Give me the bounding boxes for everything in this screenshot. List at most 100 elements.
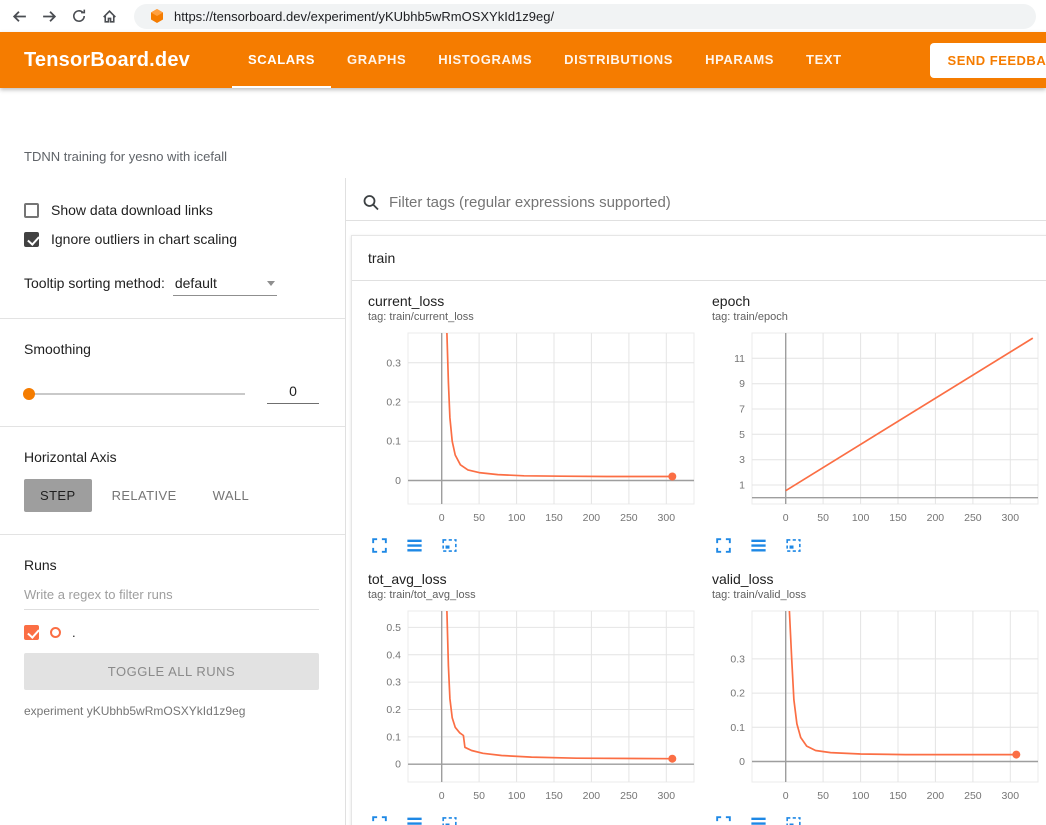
line-chart-tot-avg-loss[interactable]: 00.10.20.30.40.5050100150200250300 [368,605,700,810]
svg-text:50: 50 [473,512,485,524]
svg-text:150: 150 [545,512,563,524]
svg-text:100: 100 [852,790,870,802]
svg-text:100: 100 [852,512,870,524]
chart-title: epoch [712,293,1044,309]
tooltip-sorting-value: default [175,275,217,291]
run-name[interactable]: . [72,625,76,640]
brand-title: TensorBoard.dev [24,49,190,72]
svg-text:0: 0 [739,756,745,768]
tooltip-sorting-label: Tooltip sorting method: [24,275,165,291]
chart-title: current_loss [368,293,700,309]
scalars-dashboard: train current_loss tag: train/current_lo… [346,178,1046,825]
chart-actions [712,536,1044,555]
run-row[interactable]: . [24,625,319,640]
svg-text:0: 0 [783,512,789,524]
expand-width-icon[interactable] [405,814,424,825]
divider [0,318,345,319]
svg-text:150: 150 [889,790,907,802]
svg-text:50: 50 [817,512,829,524]
tab-distributions[interactable]: DISTRIBUTIONS [548,32,689,88]
svg-text:5: 5 [739,429,745,441]
checkbox-checked-icon[interactable] [24,232,39,247]
app-header: TensorBoard.dev SCALARS GRAPHS HISTOGRAM… [0,32,1046,88]
expand-width-icon[interactable] [749,814,768,825]
chart-actions [368,814,700,825]
line-chart-epoch[interactable]: 1357911050100150200250300 [712,327,1044,532]
run-color-swatch-icon [50,627,61,638]
svg-text:150: 150 [545,790,563,802]
tag-filter-input[interactable] [389,194,1030,211]
nav-tabs: SCALARS GRAPHS HISTOGRAMS DISTRIBUTIONS … [232,32,858,88]
fit-data-icon[interactable] [784,814,803,825]
fit-data-icon[interactable] [784,536,803,555]
horizontal-axis-label: Horizontal Axis [24,449,319,465]
svg-text:0.1: 0.1 [730,722,745,734]
smoothing-value[interactable]: 0 [267,383,319,404]
svg-text:0.3: 0.3 [386,357,401,369]
fullscreen-icon[interactable] [370,814,389,825]
line-chart-current-loss[interactable]: 00.10.20.3050100150200250300 [368,327,700,532]
svg-text:300: 300 [658,790,676,802]
checkbox-unchecked-icon[interactable] [24,203,39,218]
chart-tag: tag: train/valid_loss [712,589,1044,601]
tag-filter-row [346,178,1046,221]
tab-histograms[interactable]: HISTOGRAMS [422,32,548,88]
tab-hparams[interactable]: HPARAMS [689,32,790,88]
svg-text:9: 9 [739,378,745,390]
chart-card-valid-loss: valid_loss tag: train/valid_loss 00.10.2… [712,571,1044,825]
back-icon[interactable] [10,7,28,25]
tab-graphs[interactable]: GRAPHS [331,32,422,88]
url-text[interactable]: https://tensorboard.dev/experiment/yKUbh… [174,9,554,24]
tooltip-sorting-dropdown[interactable]: default [173,273,277,296]
wall-axis-button[interactable]: WALL [197,479,266,512]
relative-axis-button[interactable]: RELATIVE [96,479,193,512]
step-axis-button[interactable]: STEP [24,479,92,512]
reload-icon[interactable] [70,7,88,25]
chart-tag: tag: train/tot_avg_loss [368,589,700,601]
svg-text:300: 300 [1002,512,1020,524]
chart-card-current-loss: current_loss tag: train/current_loss 0 0.… [368,293,700,555]
slider-thumb[interactable] [23,388,35,400]
ignore-outliers-checkbox-row[interactable]: Ignore outliers in chart scaling [24,231,319,247]
svg-text:50: 50 [817,790,829,802]
divider [0,426,345,427]
svg-text:0: 0 [783,790,789,802]
smoothing-label: Smoothing [24,341,319,357]
toggle-all-runs-button[interactable]: TOGGLE ALL RUNS [24,653,319,690]
fit-data-icon[interactable] [440,536,459,555]
search-icon [362,193,380,211]
send-feedback-button[interactable]: SEND FEEDBACK [930,43,1046,78]
fit-data-icon[interactable] [440,814,459,825]
checkbox-label: Ignore outliers in chart scaling [51,231,237,247]
svg-text:0: 0 [439,512,445,524]
checkbox-label: Show data download links [51,202,213,218]
line-chart-valid-loss[interactable]: 00.10.20.3050100150200250300 [712,605,1044,810]
expand-width-icon[interactable] [749,536,768,555]
home-icon[interactable] [100,7,118,25]
smoothing-slider[interactable] [24,393,245,395]
expand-width-icon[interactable] [405,536,424,555]
show-download-links-checkbox-row[interactable]: Show data download links [24,202,319,218]
settings-sidebar: Show data download links Ignore outliers… [0,178,346,825]
svg-text:250: 250 [964,512,982,524]
svg-text:0.3: 0.3 [386,677,401,689]
svg-text:0.2: 0.2 [386,397,401,409]
chart-tag: tag: train/current_loss [368,311,700,323]
tab-scalars[interactable]: SCALARS [232,32,331,88]
tab-text[interactable]: TEXT [790,32,858,88]
runs-filter-input[interactable] [24,579,319,610]
experiment-id-caption: experiment yKUbhb5wRmOSXYkId1z9eg [24,704,319,718]
fullscreen-icon[interactable] [714,536,733,555]
fullscreen-icon[interactable] [714,814,733,825]
run-checkbox-checked-icon[interactable] [24,625,39,640]
train-section-header[interactable]: train [352,236,1046,281]
browser-chrome: https://tensorboard.dev/experiment/yKUbh… [0,0,1046,32]
fullscreen-icon[interactable] [370,536,389,555]
forward-icon[interactable] [40,7,58,25]
svg-text:0.1: 0.1 [386,436,401,448]
runs-label: Runs [24,557,319,573]
svg-text:0.2: 0.2 [730,688,745,700]
svg-text:250: 250 [620,512,638,524]
svg-text:250: 250 [964,790,982,802]
address-bar[interactable]: https://tensorboard.dev/experiment/yKUbh… [134,4,1036,29]
